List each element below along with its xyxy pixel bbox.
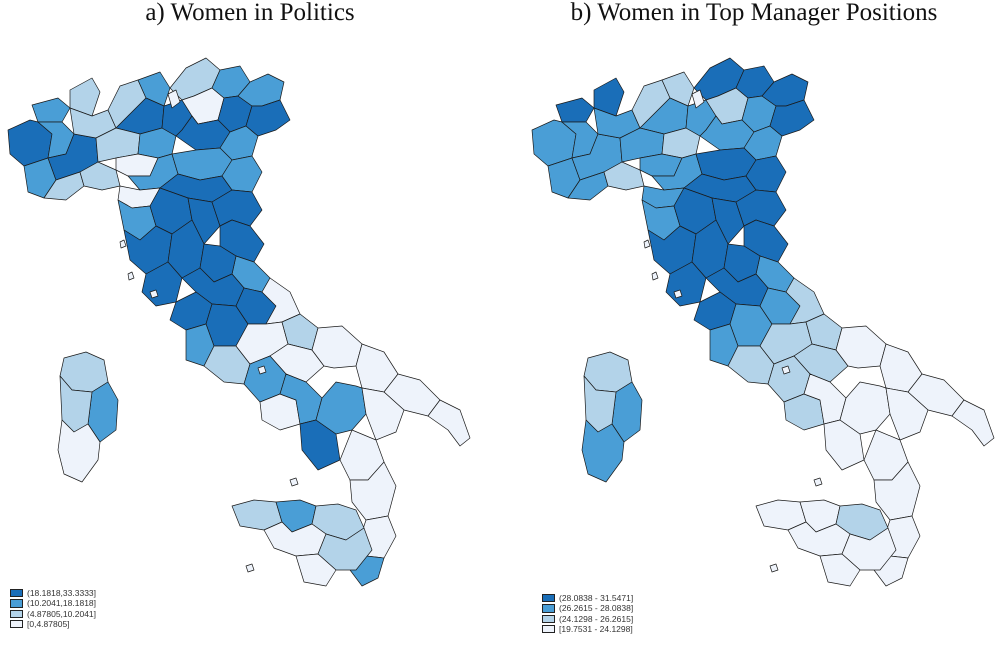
island-region — [691, 89, 705, 109]
legend-swatch — [542, 614, 555, 623]
island-region — [119, 239, 127, 249]
province-region — [819, 553, 861, 587]
island-region — [149, 289, 159, 299]
province-region — [137, 71, 171, 107]
legend-label: (28.0838 - 31.5471] — [559, 593, 634, 604]
island-region — [257, 365, 267, 375]
province-region — [245, 99, 291, 137]
province-region — [295, 553, 337, 587]
map-legend: (18.1818,33.3333] (10.2041,18.1818] (4.8… — [10, 588, 96, 629]
legend-label: (4.87805,10.2041] — [27, 608, 97, 619]
island-region — [643, 239, 651, 249]
province-region — [951, 399, 995, 447]
province-region — [427, 399, 471, 447]
regions-layer — [531, 57, 995, 587]
legend-label: (24.1298 - 26.2615] — [559, 613, 634, 624]
province-region — [873, 461, 921, 521]
province-region — [69, 77, 101, 117]
legend-label: [19.7531 - 24.1298] — [559, 624, 633, 635]
legend-item: (10.2041,18.1818] — [10, 598, 96, 608]
province-region — [835, 325, 887, 369]
island-region — [673, 289, 683, 299]
province-region — [349, 461, 397, 521]
legend-item: (24.1298 - 26.2615] — [542, 614, 633, 624]
regions-layer — [7, 57, 471, 587]
legend-swatch — [542, 594, 555, 603]
italy-choropleth-map — [7, 57, 471, 587]
map-legend: (28.0838 - 31.5471] (26.2615 - 28.0838] … — [542, 593, 633, 634]
panel-title: b) Women in Top Manager Positions — [570, 0, 938, 26]
island-region — [781, 365, 791, 375]
legend-swatch — [10, 599, 23, 608]
province-region — [661, 71, 695, 107]
province-region — [555, 97, 595, 123]
island-region — [813, 477, 823, 487]
legend-swatch — [542, 604, 555, 613]
legend-label: [0,4.87805] — [27, 619, 70, 630]
province-region — [581, 419, 625, 483]
legend-label: (10.2041,18.1818] — [27, 598, 97, 609]
legend-swatch — [10, 589, 23, 598]
legend-item: (4.87805,10.2041] — [10, 609, 96, 619]
island-region — [127, 271, 135, 281]
province-region — [311, 325, 363, 369]
province-region — [187, 197, 221, 245]
legend-item: (28.0838 - 31.5471] — [542, 593, 633, 603]
legend-item: (18.1818,33.3333] — [10, 588, 96, 598]
island-region — [245, 563, 255, 573]
legend-label: (26.2615 - 28.0838] — [559, 603, 634, 614]
italy-choropleth-map — [531, 57, 995, 587]
province-region — [57, 419, 101, 483]
province-region — [31, 97, 71, 123]
legend-swatch — [542, 624, 555, 634]
province-region — [711, 197, 745, 245]
province-region — [361, 387, 405, 441]
island-region — [289, 477, 299, 487]
map-panel-women-in-top-manager-positions: b) Women in Top Manager Positions (28.08… — [500, 0, 1000, 647]
island-region — [651, 271, 659, 281]
legend-item: (26.2615 - 28.0838] — [542, 603, 633, 613]
province-region — [593, 77, 625, 117]
legend-swatch — [10, 609, 23, 618]
province-region — [769, 99, 815, 137]
legend-swatch — [10, 619, 23, 629]
panel-title: a) Women in Politics — [145, 0, 355, 26]
legend-item: [0,4.87805] — [10, 619, 96, 629]
legend-label: (18.1818,33.3333] — [27, 588, 97, 599]
province-region — [885, 387, 929, 441]
legend-item: [19.7531 - 24.1298] — [542, 624, 633, 634]
map-panel-women-in-politics: a) Women in Politics (18.1818,33.3333] (… — [7, 0, 471, 629]
island-region — [769, 563, 779, 573]
island-region — [167, 89, 181, 109]
